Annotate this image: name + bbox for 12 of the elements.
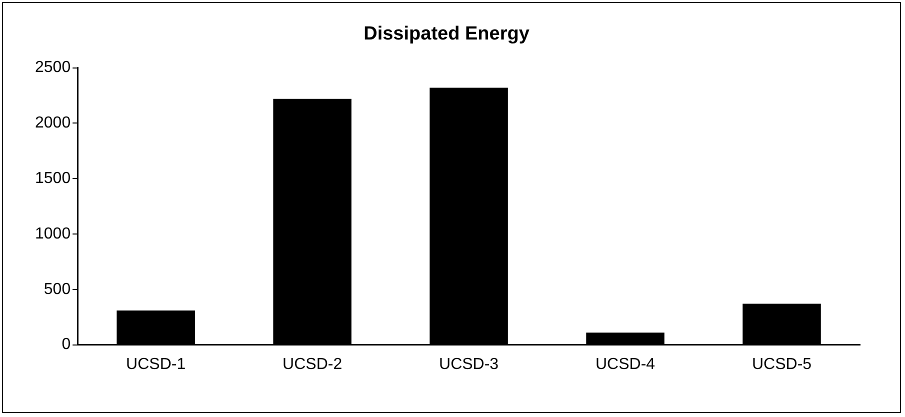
y-tick-label: 500 xyxy=(44,280,71,298)
x-tick-label: UCSD-5 xyxy=(752,356,812,373)
y-tick-label: 1000 xyxy=(35,225,71,242)
y-tick-label: 1500 xyxy=(35,170,71,188)
x-tick-label: UCSD-4 xyxy=(595,356,656,373)
y-tick-label: 2500 xyxy=(35,59,71,76)
x-tick-label: UCSD-2 xyxy=(282,356,342,373)
y-tick-label: 0 xyxy=(62,336,71,354)
chart-title: Dissipated Energy xyxy=(364,24,530,45)
x-tick-label: UCSD-1 xyxy=(126,356,186,373)
x-tick-label: UCSD-3 xyxy=(439,356,499,373)
y-tick-label: 2000 xyxy=(35,114,71,132)
